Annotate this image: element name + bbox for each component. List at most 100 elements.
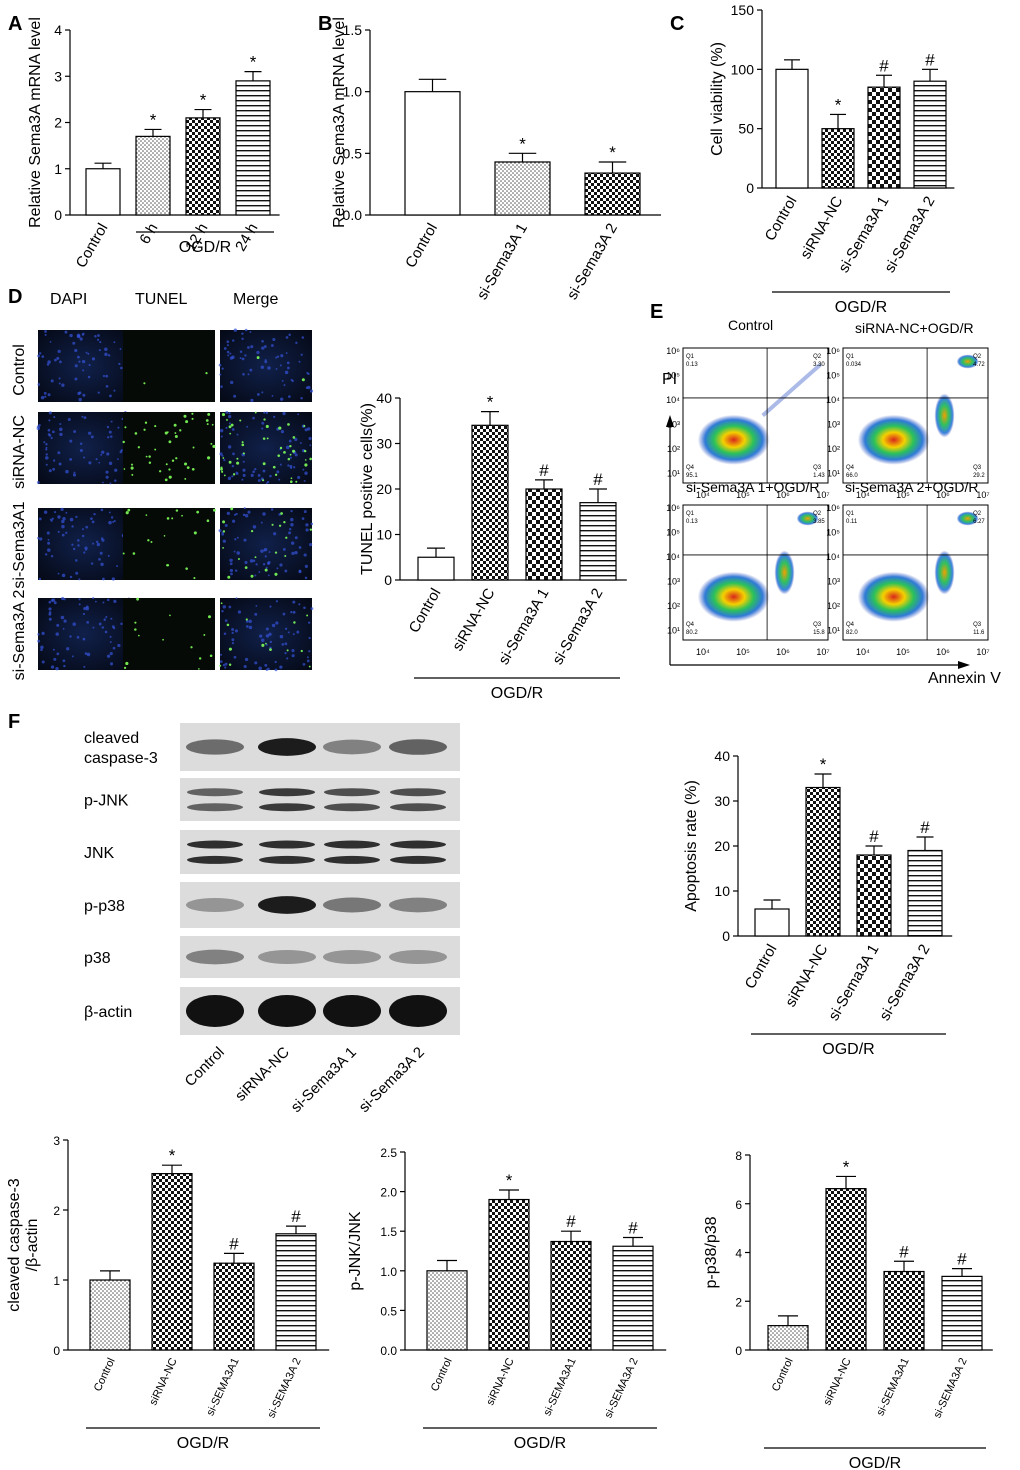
- flow-x-tick: 10⁵: [896, 490, 910, 500]
- flow-population: [857, 571, 930, 622]
- significance-mark: #: [593, 470, 603, 489]
- flow-y-tick: 10⁵: [666, 528, 680, 538]
- chart-f-pp38: 0 2 4 6 8 p-p38/p38 Control * siRNA-NC # si-SEMA3A…: [703, 1149, 993, 1470]
- quadrant-value: 1.43: [813, 473, 825, 479]
- category-label: si-SEMA3A 2: [931, 1356, 969, 1420]
- group-label: OGD/R: [822, 1041, 874, 1058]
- significance-mark: #: [539, 461, 549, 480]
- blot-band: [259, 855, 315, 864]
- y-tick-label: 1: [54, 161, 62, 177]
- blot-row: p-p38: [84, 882, 460, 928]
- significance-mark: *: [250, 53, 257, 72]
- flow-population: [697, 571, 770, 622]
- micro-row-sirna-nc: siRNA-NC: [11, 415, 28, 489]
- flow-x-tick: 10⁴: [856, 490, 870, 500]
- category-label: siRNA-NC: [147, 1356, 179, 1407]
- y-tick-label: 2: [54, 115, 62, 131]
- bar: [404, 91, 461, 216]
- category-label: Control: [762, 194, 801, 244]
- y-tick-label: 30: [714, 793, 730, 809]
- blot-band: [323, 739, 381, 755]
- y-axis-label: Relative Sema3A mRNA level: [331, 17, 348, 228]
- category-label: si-Sema3A 2: [876, 942, 933, 1024]
- significance-mark: #: [566, 1212, 576, 1231]
- blot-label: cleaved: [84, 730, 139, 747]
- y-tick-label: 10: [376, 527, 392, 543]
- blot-label: p-JNK: [84, 793, 129, 810]
- micro-image: [219, 410, 312, 485]
- bar: [825, 1188, 867, 1351]
- category-label: si-SEMA3A 2: [265, 1356, 303, 1420]
- y-axis-label: Relative Sema3A mRNA level: [27, 17, 44, 228]
- flow-y-tick: 10³: [667, 420, 680, 430]
- quadrant-value: 15.8: [813, 630, 825, 636]
- y-tick-label: 1.5: [380, 1225, 397, 1239]
- significance-mark: *: [609, 143, 616, 162]
- category-label: si-Sema3A 2: [549, 586, 606, 668]
- bar: [579, 502, 617, 581]
- category-label: Control: [770, 1356, 796, 1393]
- blot-band: [186, 995, 244, 1027]
- blot-band: [187, 855, 243, 864]
- micro-image: [218, 507, 314, 580]
- y-tick-label: 40: [376, 390, 392, 406]
- y-tick-label: 40: [714, 748, 730, 764]
- flow-population: [857, 414, 930, 465]
- blot-lane-sirna-nc: siRNA-NC: [232, 1044, 293, 1105]
- bar: [821, 128, 855, 189]
- blot-band: [323, 995, 381, 1027]
- quadrant-name: Q2: [813, 511, 822, 517]
- quadrant-name: Q3: [813, 622, 822, 628]
- bar: [417, 556, 455, 581]
- micro-row-si-sema3a1: si-Sema3A1: [11, 501, 28, 588]
- quadrant-name: Q1: [686, 511, 695, 517]
- flow-x-tick: 10⁶: [936, 647, 950, 657]
- blot-label: JNK: [84, 845, 115, 862]
- blot-strip: [180, 936, 460, 978]
- group-label: OGD/R: [835, 299, 887, 316]
- flow-x-tick: 10⁵: [736, 490, 750, 500]
- flow-y-tick: 10⁶: [666, 346, 680, 356]
- category-label: Control: [92, 1356, 118, 1393]
- quadrant-name: Q1: [846, 511, 855, 517]
- blot-band: [389, 739, 447, 755]
- blot-label: caspase-3: [84, 750, 158, 767]
- blot-row: p-JNK: [84, 778, 460, 821]
- category-label: siRNA-NC: [797, 193, 846, 262]
- y-tick-label: 0.5: [380, 1304, 397, 1318]
- blot-band: [323, 949, 381, 965]
- blot-band: [259, 803, 315, 812]
- blot-label: β-actin: [84, 1004, 132, 1021]
- blot-band: [187, 803, 243, 812]
- significance-mark: #: [229, 1234, 239, 1253]
- quadrant-value: 82.0: [846, 630, 858, 636]
- western-blot: cleavedcaspase-3p-JNKJNKp-p38p38β-actin …: [84, 723, 460, 1116]
- blot-lane-control: Control: [182, 1044, 228, 1090]
- blot-band: [186, 897, 244, 913]
- significance-mark: #: [957, 1250, 967, 1269]
- quadrant-value: 6.27: [973, 519, 985, 525]
- bar: [85, 168, 121, 216]
- panel-label-d: D: [8, 286, 22, 308]
- bar: [856, 854, 892, 937]
- blot-band: [390, 788, 446, 797]
- flow-plot: si-Sema3A 2+OGD/R Q1 0.11 Q2 6.27 Q3 11.6 Q4 82.…: [826, 479, 990, 657]
- y-tick-label: 1.0: [380, 1265, 397, 1279]
- blot-label: p-p38: [84, 898, 125, 915]
- y-tick-label: 0: [53, 1344, 60, 1358]
- quadrant-name: Q4: [846, 622, 855, 628]
- quadrant-name: Q3: [973, 622, 982, 628]
- flow-plot-title: siRNA-NC+OGD/R: [855, 320, 974, 336]
- blot-band: [389, 897, 447, 913]
- flow-y-tick: 10¹: [667, 469, 680, 479]
- flow-y-tick: 10²: [667, 601, 680, 611]
- quadrant-name: Q4: [846, 465, 855, 471]
- flow-x-tick: 10⁵: [736, 647, 750, 657]
- quadrant-value: 0.13: [686, 519, 698, 525]
- flow-x-tick: 10⁷: [976, 490, 989, 500]
- quadrant-name: Q3: [973, 465, 982, 471]
- bar: [584, 172, 641, 216]
- significance-mark: #: [291, 1207, 301, 1226]
- significance-mark: #: [899, 1242, 909, 1261]
- y-axis-label: /β-actin: [24, 1219, 41, 1272]
